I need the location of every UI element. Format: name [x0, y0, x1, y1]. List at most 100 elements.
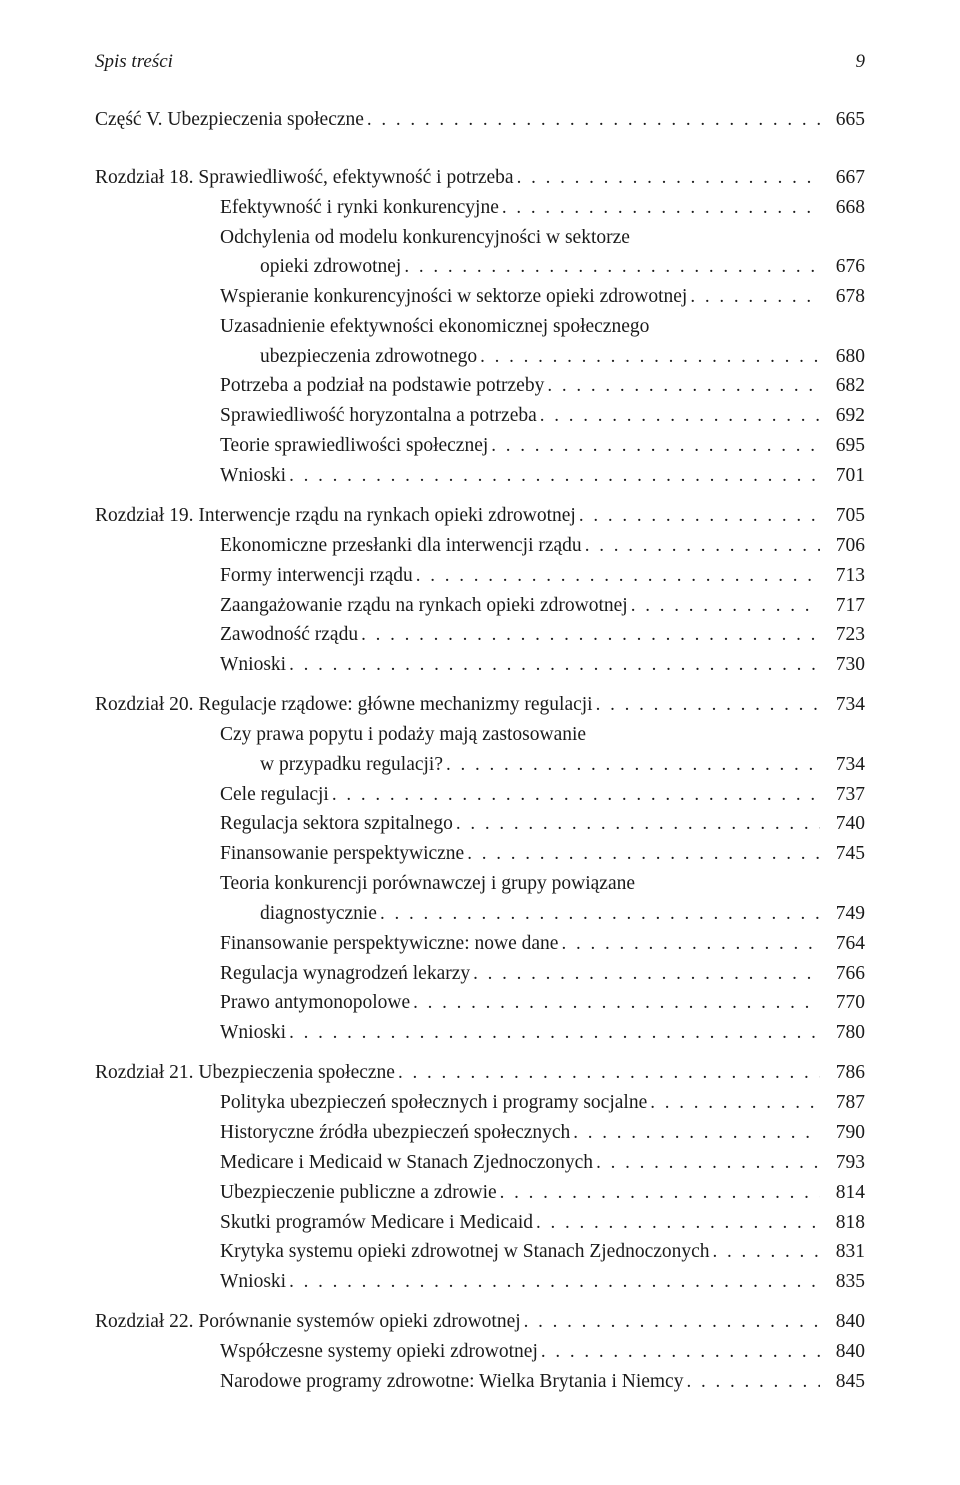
toc-sub-item-label: Potrzeba a podział na podstawie potrzeby — [220, 371, 544, 401]
toc-sub-item-page: 737 — [823, 780, 865, 810]
toc-sub-item: Wnioski 701 — [95, 461, 865, 491]
leader-dots — [713, 1238, 820, 1267]
leader-dots — [361, 621, 820, 650]
chapter-head-label: Rozdział 21. Ubezpieczenia społeczne — [95, 1058, 395, 1088]
chapter-head-label: Rozdział 22. Porównanie systemów opieki … — [95, 1307, 521, 1337]
toc-sub-item-label: Formy interwencji rządu — [220, 561, 413, 591]
toc-sub-item-label: diagnostycznie — [260, 899, 377, 929]
toc-sub-item-page: 780 — [823, 1018, 865, 1048]
toc-sub-item-label: Zaangażowanie rządu na rynkach opieki zd… — [220, 591, 628, 621]
toc-sub-item: Skutki programów Medicare i Medicaid 818 — [95, 1208, 865, 1238]
toc-sub-item: Współczesne systemy opieki zdrowotnej840 — [95, 1337, 865, 1367]
toc-sub-item-wrap: Czy prawa popytu i podaży mają zastosowa… — [95, 720, 865, 750]
leader-dots — [596, 691, 820, 720]
toc-sub-item-label: Wspieranie konkurencyjności w sektorze o… — [220, 282, 687, 312]
toc-sub-item-page: 701 — [823, 461, 865, 491]
leader-dots — [473, 960, 820, 989]
header-left: Spis treści — [95, 48, 173, 77]
toc-sub-item-page: 764 — [823, 929, 865, 959]
toc-sub-item-page: 770 — [823, 988, 865, 1018]
leader-dots — [491, 432, 820, 461]
toc-sub-item-page: 745 — [823, 839, 865, 869]
toc-sub-item-page: 723 — [823, 620, 865, 650]
toc-sub-item: w przypadku regulacji? 734 — [95, 750, 865, 780]
toc-sub-item-page: 831 — [823, 1237, 865, 1267]
toc-sub-item-label: w przypadku regulacji? — [260, 750, 443, 780]
toc-sub-item-label: Wnioski — [220, 461, 286, 491]
toc-sub-item-page: 793 — [823, 1148, 865, 1178]
chapter-block: Rozdział 18. Sprawiedliwość, efektywność… — [95, 163, 865, 491]
toc-sub-item-page: 749 — [823, 899, 865, 929]
leader-dots — [289, 651, 820, 680]
chapter-head: Rozdział 18. Sprawiedliwość, efektywność… — [95, 163, 865, 193]
toc-sub-item-label: Wnioski — [220, 1267, 286, 1297]
toc-chapters: Rozdział 18. Sprawiedliwość, efektywność… — [95, 163, 865, 1397]
toc-sub-item-label: opieki zdrowotnej — [260, 252, 401, 282]
toc-sub-item-label: Regulacja wynagrodzeń lekarzy — [220, 959, 470, 989]
leader-dots — [289, 1019, 820, 1048]
toc-sub-item: Ekonomiczne przesłanki dla interwencji r… — [95, 531, 865, 561]
leader-dots — [380, 900, 820, 929]
toc-sub-item-page: 734 — [823, 750, 865, 780]
chapter-head-page: 734 — [823, 690, 865, 720]
toc-sub-item-label: Teorie sprawiedliwości społecznej — [220, 431, 488, 461]
part-title-label: Część V. Ubezpieczenia społeczne — [95, 105, 364, 135]
toc-sub-item: Finansowanie perspektywiczne745 — [95, 839, 865, 869]
toc-sub-item-label: Krytyka systemu opieki zdrowotnej w Stan… — [220, 1237, 710, 1267]
leader-dots — [500, 1179, 820, 1208]
leader-dots — [517, 164, 820, 193]
toc-sub-item-page: 668 — [823, 193, 865, 223]
toc-sub-item-page: 740 — [823, 809, 865, 839]
toc-sub-item-label: Skutki programów Medicare i Medicaid — [220, 1208, 533, 1238]
toc-sub-item-wrap: Uzasadnienie efektywności ekonomicznej s… — [95, 312, 865, 342]
toc-sub-item-page: 706 — [823, 531, 865, 561]
toc-sub-item: Regulacja sektora szpitalnego740 — [95, 809, 865, 839]
toc-sub-item-page: 678 — [823, 282, 865, 312]
toc-sub-item-label: Medicare i Medicaid w Stanach Zjednoczon… — [220, 1148, 593, 1178]
chapter-head-page: 786 — [823, 1058, 865, 1088]
toc-sub-item: Formy interwencji rządu713 — [95, 561, 865, 591]
toc-sub-item: Prawo antymonopolowe770 — [95, 988, 865, 1018]
toc-sub-item-page: 717 — [823, 591, 865, 621]
leader-dots — [456, 810, 820, 839]
toc-sub-item: Regulacja wynagrodzeń lekarzy 766 — [95, 959, 865, 989]
toc-sub-item-label: Ubezpieczenie publiczne a zdrowie — [220, 1178, 497, 1208]
toc-sub-item: opieki zdrowotnej 676 — [95, 252, 865, 282]
chapter-block: Rozdział 19. Interwencje rządu na rynkac… — [95, 501, 865, 680]
toc-sub-item-page: 814 — [823, 1178, 865, 1208]
toc-sub-item-wrap: Odchylenia od modelu konkurencyjności w … — [95, 223, 865, 253]
leader-dots — [367, 106, 820, 135]
toc-sub-item-label: Cele regulacji — [220, 780, 329, 810]
toc-sub-item-page: 676 — [823, 252, 865, 282]
chapter-head: Rozdział 19. Interwencje rządu na rynkac… — [95, 501, 865, 531]
leader-dots — [289, 1268, 820, 1297]
toc-sub-item: Teorie sprawiedliwości społecznej695 — [95, 431, 865, 461]
toc-sub-item-page: 766 — [823, 959, 865, 989]
toc-sub-item: Historyczne źródła ubezpieczeń społeczny… — [95, 1118, 865, 1148]
chapter-head-label: Rozdział 20. Regulacje rządowe: główne m… — [95, 690, 593, 720]
chapter-head-page: 840 — [823, 1307, 865, 1337]
toc-sub-item-label: Współczesne systemy opieki zdrowotnej — [220, 1337, 538, 1367]
leader-dots — [467, 840, 820, 869]
chapter-head-page: 667 — [823, 163, 865, 193]
leader-dots — [631, 592, 820, 621]
chapter-block: Rozdział 22. Porównanie systemów opieki … — [95, 1307, 865, 1397]
leader-dots — [416, 562, 820, 591]
toc-sub-item: diagnostycznie 749 — [95, 899, 865, 929]
toc-sub-item: Wnioski780 — [95, 1018, 865, 1048]
toc-sub-item-label: Polityka ubezpieczeń społecznych i progr… — [220, 1088, 647, 1118]
toc-sub-item-label: ubezpieczenia zdrowotnego — [260, 342, 477, 372]
toc-sub-item-page: 818 — [823, 1208, 865, 1238]
leader-dots — [398, 1059, 820, 1088]
toc-sub-item-page: 692 — [823, 401, 865, 431]
toc-sub-item: Narodowe programy zdrowotne: Wielka Bryt… — [95, 1367, 865, 1397]
toc-sub-item: Zawodność rządu723 — [95, 620, 865, 650]
chapter-head-page: 705 — [823, 501, 865, 531]
leader-dots — [541, 1338, 820, 1367]
toc-sub-item: Wspieranie konkurencyjności w sektorze o… — [95, 282, 865, 312]
leader-dots — [480, 343, 820, 372]
toc-sub-item-page: 787 — [823, 1088, 865, 1118]
leader-dots — [579, 502, 820, 531]
chapter-head: Rozdział 20. Regulacje rządowe: główne m… — [95, 690, 865, 720]
chapter-head: Rozdział 22. Porównanie systemów opieki … — [95, 1307, 865, 1337]
